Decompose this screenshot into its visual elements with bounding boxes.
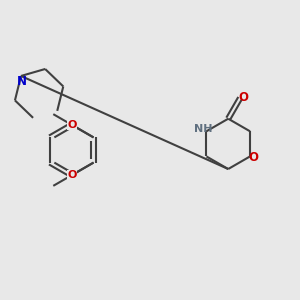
Text: O: O — [67, 120, 76, 130]
Text: O: O — [67, 170, 76, 180]
Text: N: N — [17, 75, 27, 88]
Text: O: O — [238, 91, 248, 103]
Text: O: O — [249, 152, 259, 164]
Text: NH: NH — [194, 124, 213, 134]
